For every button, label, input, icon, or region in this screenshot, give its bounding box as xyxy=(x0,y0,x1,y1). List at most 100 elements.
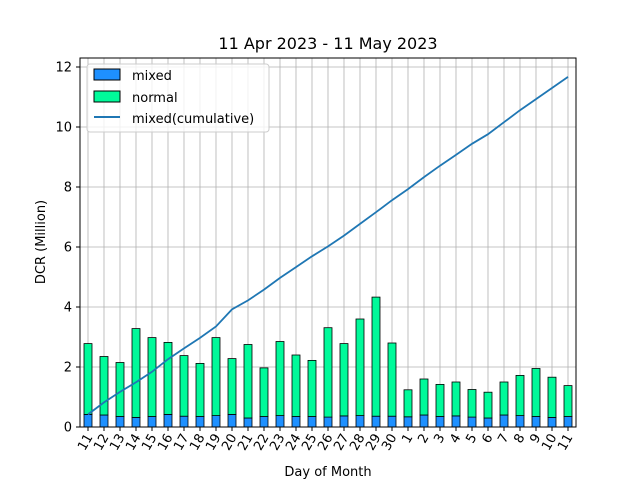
bar-mixed xyxy=(275,415,285,428)
x-tick-label: 19 xyxy=(203,432,224,454)
bar-mixed xyxy=(131,416,141,428)
bar-mixed xyxy=(211,415,221,428)
bar-normal xyxy=(531,368,541,417)
legend: mixed normal mixed(cumulative) xyxy=(86,63,270,133)
x-tick-label: 26 xyxy=(315,432,336,454)
x-tick-label: 20 xyxy=(219,432,240,454)
bar-normal xyxy=(371,296,381,417)
y-tick-label: 0 xyxy=(64,421,72,436)
bar-normal xyxy=(563,385,573,417)
bar-normal xyxy=(99,356,109,416)
bar-mixed xyxy=(563,416,573,428)
bar-normal xyxy=(227,358,237,415)
bar-mixed xyxy=(195,416,205,428)
x-tick-label: 16 xyxy=(155,432,176,454)
legend-label-mixed: mixed xyxy=(132,69,172,84)
bar-mixed xyxy=(115,416,125,428)
bar-mixed xyxy=(499,414,509,428)
bar-mixed xyxy=(483,417,493,428)
bar-normal xyxy=(131,328,141,418)
bar-mixed xyxy=(99,414,109,428)
bar-mixed xyxy=(291,416,301,428)
bar-normal xyxy=(323,327,333,418)
x-tick-label: 12 xyxy=(91,432,112,454)
bar-mixed xyxy=(515,415,525,428)
bar-normal xyxy=(291,354,301,417)
bar-normal xyxy=(451,381,461,417)
y-tick-label: 2 xyxy=(64,361,72,376)
bar-mixed xyxy=(419,414,429,428)
bar-mixed xyxy=(355,415,365,428)
bar-mixed xyxy=(163,413,173,428)
legend-label-normal: normal xyxy=(132,91,178,106)
x-tick-label: 22 xyxy=(251,432,272,454)
bar-mixed xyxy=(323,416,333,428)
y-tick-label: 12 xyxy=(55,61,72,76)
legend-swatch-mixed xyxy=(93,68,121,81)
bar-mixed xyxy=(259,416,269,428)
bar-normal xyxy=(435,383,445,417)
bar-mixed xyxy=(179,415,189,428)
x-tick-label: 17 xyxy=(171,432,192,454)
bar-normal xyxy=(147,337,157,417)
legend-swatch-normal xyxy=(93,90,121,103)
bar-normal xyxy=(259,367,269,417)
x-tick-label: 13 xyxy=(107,432,128,454)
bar-mixed xyxy=(147,416,157,428)
bar-normal xyxy=(243,344,253,419)
bar-normal xyxy=(483,391,493,419)
x-tick-label: 14 xyxy=(123,432,144,454)
bar-mixed xyxy=(435,416,445,428)
bar-layer xyxy=(83,296,573,428)
bar-mixed xyxy=(227,413,237,428)
x-tick-label: 18 xyxy=(187,432,208,454)
bar-normal xyxy=(339,343,349,417)
bar-normal xyxy=(403,389,413,418)
x-tick-label: 25 xyxy=(299,432,320,454)
bar-mixed xyxy=(531,416,541,428)
x-tick-label: 30 xyxy=(379,432,400,454)
bar-mixed xyxy=(371,415,381,428)
x-tick-label: 23 xyxy=(267,432,288,454)
bar-normal xyxy=(211,337,221,417)
y-axis-label: DCR (Million) xyxy=(34,200,49,284)
x-tick-label: 11 xyxy=(555,432,576,454)
chart-title: 11 Apr 2023 - 11 May 2023 xyxy=(218,34,437,53)
x-tick-label: 24 xyxy=(283,432,304,454)
bar-mixed xyxy=(243,417,253,428)
x-tick-label: 28 xyxy=(347,432,368,454)
bar-mixed xyxy=(547,416,557,428)
x-tick-label: 29 xyxy=(363,432,384,454)
bar-normal xyxy=(179,355,189,417)
x-tick-label: 15 xyxy=(139,432,160,454)
bar-mixed xyxy=(83,413,93,428)
bar-normal xyxy=(307,359,317,417)
x-tick-label: 27 xyxy=(331,432,352,454)
bar-normal xyxy=(419,378,429,416)
bar-mixed xyxy=(387,415,397,428)
bar-mixed xyxy=(339,415,349,428)
bar-mixed xyxy=(451,415,461,428)
y-tick-label: 6 xyxy=(64,241,72,256)
bar-normal xyxy=(499,381,509,416)
y-tick-label: 4 xyxy=(64,301,72,316)
x-tick-label: 11 xyxy=(75,432,96,454)
legend-frame xyxy=(86,63,270,133)
bar-normal xyxy=(163,341,173,415)
bar-normal xyxy=(515,374,525,416)
line-layer xyxy=(87,76,569,416)
legend-label-mixed-cumulative: mixed(cumulative) xyxy=(132,112,254,127)
bar-mixed xyxy=(307,416,317,428)
bar-normal xyxy=(547,376,557,418)
line-mixed-cumulative xyxy=(87,76,569,416)
bar-normal xyxy=(275,341,285,416)
bar-normal xyxy=(83,343,93,415)
x-tick-label: 10 xyxy=(539,432,560,454)
y-tick-label: 8 xyxy=(64,181,72,196)
bar-normal xyxy=(467,389,477,418)
bar-normal xyxy=(387,342,397,417)
bar-normal xyxy=(195,362,205,417)
bar-mixed xyxy=(467,416,477,428)
bar-mixed xyxy=(403,416,413,428)
